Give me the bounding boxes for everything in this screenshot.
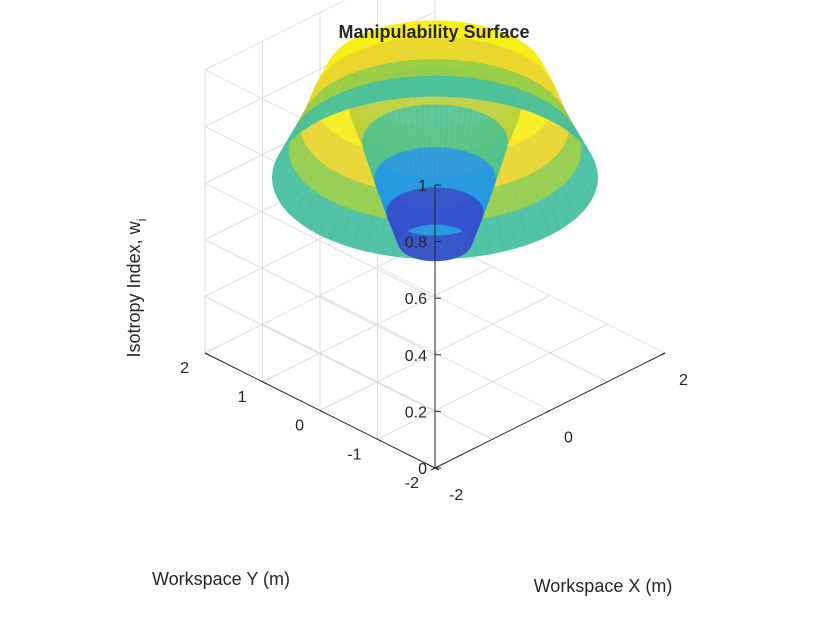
x-tick [660, 352, 666, 356]
chart-title: Manipulability Surface [338, 22, 529, 42]
y-axis-label: Workspace Y (m) [152, 569, 290, 589]
surface-patch [428, 103, 436, 148]
z-tick-label: 0.4 [405, 348, 427, 365]
z-tick-label: 0.2 [405, 404, 427, 421]
surface-layer [272, 20, 598, 262]
grid-line [377, 266, 608, 383]
surface-patch [430, 186, 436, 225]
surface-patch [434, 146, 441, 188]
x-axis-label: Workspace X (m) [534, 576, 673, 596]
surface-patch [420, 75, 436, 97]
y-tick [204, 352, 210, 356]
x-tick-label: 0 [564, 430, 573, 447]
surface-patch [434, 59, 449, 77]
z-tick-label: 0.6 [405, 291, 427, 308]
surface-patch [446, 59, 461, 78]
y-tick [434, 467, 440, 471]
z-axis-label-sub: i [134, 218, 149, 221]
y-tick [319, 410, 325, 413]
z-axis-label: Isotropy Index, wi [124, 218, 149, 357]
surface-patch [421, 59, 436, 77]
surface-patch [409, 59, 424, 78]
y-tick-label: 0 [295, 418, 304, 435]
surface-patch [406, 76, 423, 98]
y-tick-label: 2 [180, 360, 189, 377]
y-tick-label: -2 [405, 475, 419, 492]
x-tick [545, 410, 551, 413]
surface-patch [434, 75, 450, 97]
y-tick [377, 438, 382, 442]
grid-line [434, 237, 666, 354]
y-tick-label: -1 [347, 446, 361, 463]
surface-patch [447, 76, 464, 98]
surface-patch [429, 146, 436, 188]
z-axis-label-main: Isotropy Index, w [124, 220, 144, 357]
grid-line [262, 323, 493, 440]
z-tick-label: 0.8 [405, 235, 427, 252]
x-tick-label: -2 [449, 487, 463, 504]
surface-patch [434, 103, 442, 148]
z-tick-label: 0 [418, 461, 427, 478]
x-tick-label: 2 [679, 372, 688, 389]
z-tick-label: 1 [418, 178, 427, 195]
surface-patch [434, 186, 440, 225]
x-tick [430, 467, 436, 471]
y-tick-label: 1 [238, 389, 247, 406]
y-tick [262, 381, 267, 385]
